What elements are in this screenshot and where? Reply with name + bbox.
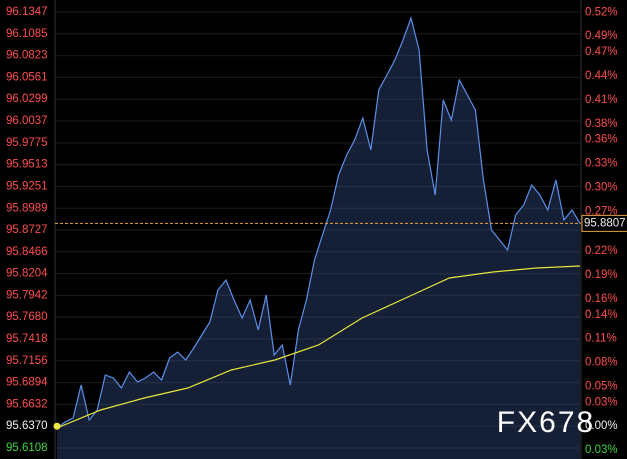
y-tick-label: 95.9513: [6, 159, 48, 171]
y2-tick-label: 0.08%: [585, 357, 618, 369]
current-price-box: [581, 214, 627, 232]
price-area: [57, 18, 580, 459]
y2-tick-label: 0.27%: [585, 205, 618, 217]
start-point: [53, 422, 61, 430]
y2-tick-label: 0.38%: [585, 118, 618, 130]
y-tick-label: 96.1347: [6, 6, 48, 18]
y-tick-label: 95.6370: [6, 420, 48, 432]
y2-tick-label: 0.03%: [585, 396, 618, 408]
y-tick-label: 95.7680: [6, 311, 48, 323]
y2-tick-label: 0.11%: [585, 333, 617, 345]
y-tick-label: 95.6894: [6, 377, 48, 389]
y2-tick-label: 0.30%: [585, 181, 618, 193]
y2-tick-label: 0.00%: [585, 420, 618, 432]
y-tick-label: 95.8727: [6, 224, 48, 236]
y-tick-label: 95.9251: [6, 180, 48, 192]
y2-tick-label: 0.44%: [585, 70, 618, 82]
y2-tick-label: 0.33%: [585, 158, 618, 170]
y2-tick-label: 0.41%: [585, 94, 618, 106]
y2-tick-label: 0.14%: [585, 309, 618, 321]
y-tick-label: 95.8466: [6, 246, 48, 258]
y-tick-label: 95.6632: [6, 398, 48, 410]
y-tick-label: 95.8989: [6, 202, 48, 214]
y-tick-label: 95.7942: [6, 289, 48, 301]
y2-tick-label: 0.22%: [585, 245, 618, 257]
y2-tick-label: 0.52%: [585, 6, 618, 18]
y-tick-label: 96.0561: [6, 71, 48, 83]
y-tick-label: 96.0037: [6, 115, 48, 127]
current-price-label: 95.8807: [584, 217, 626, 229]
y2-tick-label: 0.36%: [585, 134, 618, 146]
y2-tick-label: 0.16%: [585, 293, 618, 305]
y2-tick-label: 0.05%: [585, 380, 618, 392]
y2-tick-label: 0.47%: [585, 46, 618, 58]
price-line: [56, 15, 581, 429]
y-tick-label: 95.7156: [6, 355, 48, 367]
y-tick-label: 96.1085: [6, 28, 48, 40]
y2-tick-label: 0.19%: [585, 269, 618, 281]
y-tick-label: 96.0823: [6, 50, 48, 62]
y2-tick-label: 0.49%: [585, 30, 618, 42]
y-tick-label: 95.9775: [6, 137, 48, 149]
y-tick-label: 95.6108: [6, 442, 48, 454]
y2-tick-label: 0.03%: [585, 444, 618, 456]
y-tick-label: 96.0299: [6, 93, 48, 105]
average-line: [56, 265, 581, 429]
y-tick-label: 95.8204: [6, 268, 48, 280]
watermark: FX678: [497, 406, 595, 439]
y-tick-label: 95.7418: [6, 333, 48, 345]
